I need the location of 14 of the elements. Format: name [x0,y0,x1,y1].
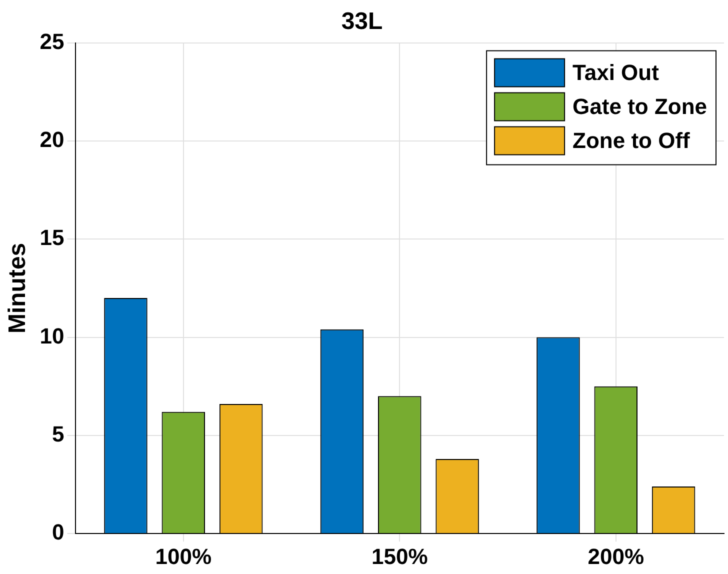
legend-label: Gate to Zone [572,94,708,119]
y-tick-label: 0 [52,520,64,545]
x-tick-label: 200% [588,544,644,569]
x-tick-label: 100% [155,544,212,569]
y-tick-label: 5 [52,422,64,447]
legend-label: Zone to Off [572,128,691,153]
y-tick-label: 20 [40,127,64,152]
y-tick-label: 25 [40,28,64,54]
x-tick-label: 150% [371,544,428,569]
legend-label: Taxi Out [572,60,660,85]
chart-title: 33L [341,8,383,36]
y-axis-title: Minutes [4,242,32,334]
y-tick-label: 10 [40,323,64,348]
y-tick-label: 15 [40,225,64,250]
